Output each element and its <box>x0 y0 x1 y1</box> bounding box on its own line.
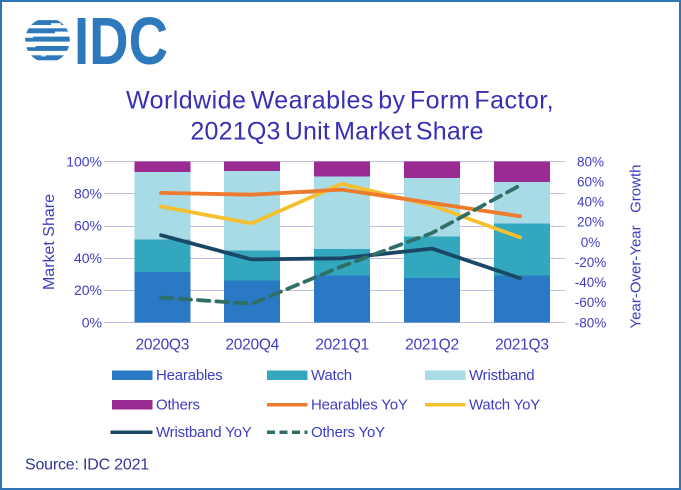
svg-text:-60%: -60% <box>575 295 607 310</box>
svg-text:20%: 20% <box>74 282 102 298</box>
svg-text:Wristband YoY: Wristband YoY <box>156 424 252 441</box>
svg-text:2021Q3: 2021Q3 <box>495 337 549 354</box>
svg-text:Hearables YoY: Hearables YoY <box>311 397 408 414</box>
svg-text:Watch: Watch <box>311 367 352 384</box>
svg-text:2020Q3: 2020Q3 <box>135 337 189 354</box>
svg-text:IDC: IDC <box>74 4 168 79</box>
svg-text:20%: 20% <box>577 215 604 230</box>
svg-text:2021Q2: 2021Q2 <box>405 337 459 354</box>
svg-text:Others YoY: Others YoY <box>311 424 385 441</box>
svg-text:0%: 0% <box>82 314 102 330</box>
svg-text:Year-Over-Year Growth: Year-Over-Year Growth <box>628 165 645 329</box>
svg-text:80%: 80% <box>577 154 604 169</box>
svg-text:-20%: -20% <box>575 255 607 270</box>
svg-text:Hearables: Hearables <box>156 367 223 384</box>
svg-text:Source: IDC 2021: Source: IDC 2021 <box>25 457 149 474</box>
svg-text:2021Q3 Unit Market Share: 2021Q3 Unit Market Share <box>190 117 483 145</box>
svg-text:40%: 40% <box>577 195 604 210</box>
svg-text:100%: 100% <box>66 153 102 169</box>
svg-text:Worldwide Wearables by Form Fa: Worldwide Wearables by Form Factor, <box>126 86 554 114</box>
svg-text:Watch YoY: Watch YoY <box>469 397 540 414</box>
svg-text:60%: 60% <box>74 218 102 234</box>
svg-text:80%: 80% <box>74 186 102 202</box>
svg-text:-80%: -80% <box>575 315 607 330</box>
svg-text:0%: 0% <box>581 235 601 250</box>
svg-text:Wristband: Wristband <box>469 367 534 384</box>
svg-text:Others: Others <box>156 397 200 414</box>
svg-text:60%: 60% <box>577 174 604 189</box>
svg-text:-40%: -40% <box>575 275 607 290</box>
svg-text:2021Q1: 2021Q1 <box>315 337 369 354</box>
svg-text:40%: 40% <box>74 250 102 266</box>
svg-text:2020Q4: 2020Q4 <box>225 337 279 354</box>
svg-text:Market Share: Market Share <box>41 194 58 290</box>
